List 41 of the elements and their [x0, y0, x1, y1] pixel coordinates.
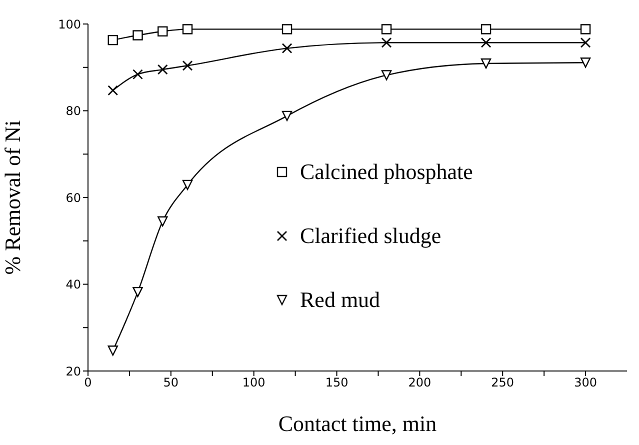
- x-tick-label: 100: [242, 376, 266, 390]
- point: [108, 34, 118, 46]
- y-tick-label: 80: [66, 104, 81, 118]
- y-tick-label: 20: [66, 364, 81, 378]
- point: [381, 37, 392, 48]
- point: [108, 85, 118, 96]
- point: [480, 58, 492, 69]
- y-tick-label: 40: [66, 278, 81, 292]
- point: [282, 24, 292, 34]
- point: [158, 216, 168, 226]
- x-tick-label: 250: [491, 376, 514, 390]
- x-tick-label: 150: [325, 376, 348, 390]
- x-tick-label: 50: [163, 376, 179, 390]
- point: [282, 43, 292, 54]
- point: [580, 37, 591, 48]
- y-tick-label: 60: [66, 190, 81, 205]
- y-tick-label: 100: [58, 17, 81, 32]
- point: [132, 69, 143, 80]
- y-axis-title: % Removal of Ni: [0, 120, 25, 275]
- point: [480, 37, 492, 48]
- point: [580, 24, 591, 34]
- point: [182, 60, 193, 71]
- legend-label: Red mud: [300, 287, 380, 313]
- point: [580, 58, 591, 68]
- x-tick-label: 0: [84, 376, 92, 390]
- x-axis-title: Contact time, min: [278, 411, 437, 436]
- point: [381, 70, 392, 80]
- legend-label: Clarified sludge: [300, 223, 442, 249]
- x-tick-label: 300: [574, 376, 597, 390]
- point: [132, 286, 143, 298]
- point: [182, 180, 193, 190]
- point: [157, 64, 168, 75]
- point: [158, 26, 168, 36]
- legend-label: Calcined phosphate: [300, 159, 473, 185]
- point: [132, 30, 143, 40]
- x-tick-label: 200: [408, 376, 432, 390]
- point: [108, 346, 118, 356]
- point: [182, 24, 193, 34]
- point: [381, 24, 392, 34]
- point: [282, 110, 292, 122]
- point: [480, 24, 492, 34]
